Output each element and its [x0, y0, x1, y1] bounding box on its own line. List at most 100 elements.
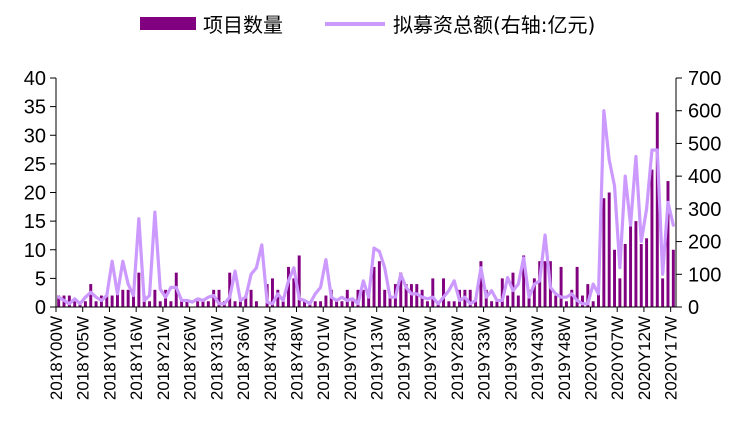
x-tick-label: 2018Y00W [47, 316, 66, 400]
bar [126, 289, 130, 307]
bar [196, 301, 200, 307]
bar [313, 301, 317, 307]
bar [89, 284, 93, 307]
bar [287, 266, 290, 307]
x-tick-label: 2019Y07W [341, 316, 360, 400]
y-axis-right: 0 100 200 300 400 500 600 700 [676, 68, 721, 319]
bar [538, 261, 542, 307]
legend-bar-swatch [140, 17, 196, 30]
bar [671, 249, 675, 307]
bar [201, 301, 205, 307]
y-right-tick-label: 300 [688, 199, 721, 221]
bar [148, 301, 151, 307]
bar [340, 301, 344, 307]
bar [500, 278, 504, 308]
bar [602, 198, 606, 307]
bar [345, 289, 349, 307]
x-tick-label: 2018Y31W [207, 316, 226, 400]
bar [586, 284, 590, 307]
x-tick-label: 2019Y18W [394, 316, 413, 400]
bar [645, 238, 649, 307]
bar [591, 301, 595, 307]
bar [57, 295, 61, 307]
y-left-tick-label: 15 [24, 211, 46, 233]
legend-line-label: 拟募资总额(右轴:亿元) [393, 13, 595, 37]
bar [409, 284, 413, 307]
bar [249, 289, 253, 307]
bar [367, 295, 371, 307]
bar [158, 301, 162, 307]
bar [543, 261, 547, 307]
bar [361, 289, 365, 307]
bar [276, 289, 280, 307]
y-left-tick-label: 25 [24, 154, 46, 176]
axes [55, 78, 677, 308]
bar [404, 284, 408, 307]
bar [185, 301, 189, 307]
bar [292, 278, 296, 308]
x-tick-label: 2019Y28W [448, 316, 467, 400]
bar [634, 221, 638, 308]
legend-bar-label: 项目数量 [203, 13, 283, 37]
bar [399, 272, 403, 307]
y-left-tick-label: 10 [24, 240, 46, 262]
x-tick-label: 2018Y43W [261, 316, 280, 400]
bar [618, 278, 622, 308]
bar [335, 301, 339, 307]
y-right-tick-label: 600 [688, 101, 721, 123]
y-left-tick-label: 0 [35, 297, 46, 319]
bar [655, 112, 659, 307]
bar [383, 289, 387, 307]
bar [559, 266, 563, 307]
y-left-tick-label: 35 [24, 97, 46, 119]
x-tick-label: 2019Y13W [368, 316, 387, 400]
bar [490, 301, 494, 307]
x-tick-label: 2018Y26W [181, 316, 200, 400]
bar [83, 301, 87, 307]
bar [244, 295, 248, 307]
bar [479, 261, 483, 307]
bar [372, 266, 376, 307]
bar [426, 301, 429, 307]
x-tick-label: 2018Y05W [74, 316, 93, 400]
x-tick-label: 2019Y48W [555, 316, 574, 400]
x-tick-label: 2019Y38W [501, 316, 520, 400]
bar [153, 289, 157, 307]
bar [575, 266, 579, 307]
bar [623, 244, 627, 307]
bar [506, 295, 510, 307]
bar [121, 289, 125, 307]
bar [431, 278, 435, 308]
x-tick-label: 2019Y43W [528, 316, 547, 400]
bar [137, 272, 141, 307]
line-path [57, 109, 675, 306]
x-tick-label: 2018Y10W [100, 316, 119, 400]
bar [254, 301, 258, 307]
x-tick-label: 2019Y01W [314, 316, 333, 400]
x-axis: 2018Y00W 2018Y05W 2018Y10W 2018Y16W 2018Y21W… [47, 307, 681, 400]
y-right-tick-label: 200 [688, 232, 721, 254]
bar [666, 181, 670, 307]
y-right-tick-label: 400 [688, 166, 721, 188]
bar [468, 289, 472, 307]
bar [495, 301, 499, 307]
x-tick-label: 2018Y48W [288, 316, 307, 400]
bar [629, 215, 633, 307]
bar [388, 295, 392, 307]
bar [297, 255, 301, 307]
x-tick-label: 2018Y16W [127, 316, 146, 400]
bar [271, 278, 274, 308]
bar [132, 295, 135, 307]
bar [554, 295, 558, 307]
legend: 项目数量 拟募资总额(右轴:亿元) [140, 13, 595, 37]
y-right-tick-label: 100 [688, 264, 721, 286]
bar [233, 301, 237, 307]
bar [613, 249, 616, 307]
x-tick-label: 2019Y33W [475, 316, 494, 400]
bar [351, 301, 355, 307]
line-series [57, 109, 675, 306]
y-right-tick-label: 700 [688, 68, 721, 90]
bar [522, 255, 526, 307]
bar [94, 301, 98, 307]
